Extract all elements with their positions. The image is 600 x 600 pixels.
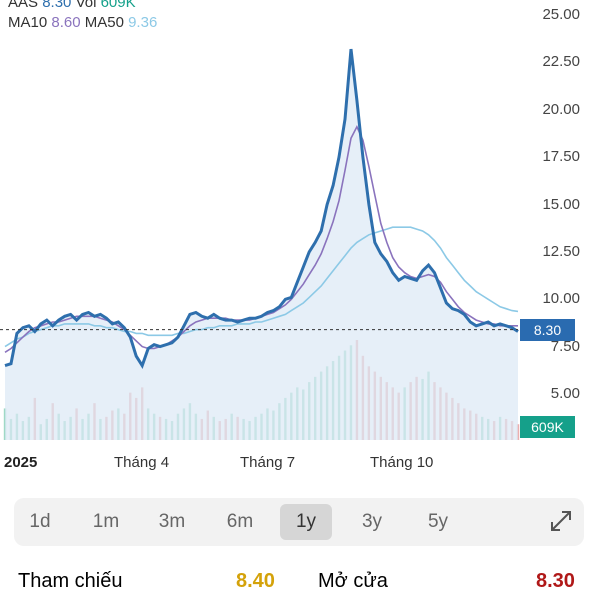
y-tick-label: 15.00 — [542, 195, 580, 213]
y-tick-label: 20.00 — [542, 100, 580, 118]
price-line — [4, 48, 519, 370]
y-tick-label: 17.50 — [542, 148, 580, 166]
legend-ma: MA10 8.60 MA50 9.36 — [8, 14, 157, 31]
range-1m[interactable]: 1m — [92, 511, 120, 532]
ref-value: 8.40 — [236, 570, 275, 592]
range-3y[interactable]: 3y — [361, 511, 383, 532]
range-6m[interactable]: 6m — [226, 511, 254, 532]
price-area — [5, 49, 518, 440]
expand-icon[interactable] — [548, 508, 574, 534]
y-tick-label: 12.50 — [542, 242, 580, 260]
legend-price: AAS 8.30 Vol 609K — [8, 0, 136, 11]
y-tick-label: 22.50 — [542, 53, 580, 71]
range-5y[interactable]: 5y — [427, 511, 449, 532]
ma50-label: MA50 — [84, 14, 124, 31]
price-chart[interactable]: AAS 8.30 Vol 609K MA10 8.60 MA50 9.36 25… — [0, 0, 600, 445]
price-value: 8.30 — [42, 0, 72, 11]
chart-canvas[interactable] — [0, 0, 600, 445]
ma10-label: MA10 — [8, 14, 48, 31]
ma10-value: 8.60 — [51, 14, 81, 31]
last-volume-tag: 609K — [520, 416, 575, 438]
ref-label: Tham chiếu — [18, 570, 123, 592]
y-tick-label: 5.00 — [550, 385, 580, 402]
range-3m[interactable]: 3m — [158, 511, 186, 532]
ma50-line — [4, 226, 519, 348]
x-label-oct: Tháng 10 — [370, 454, 434, 471]
vol-value: 609K — [100, 0, 136, 11]
ma50-value: 9.36 — [128, 14, 158, 31]
range-1y[interactable]: 1y — [280, 504, 332, 540]
ticker-label: AAS — [8, 0, 39, 11]
x-label-jul: Tháng 7 — [240, 454, 296, 471]
y-tick-label: 25.00 — [542, 6, 580, 23]
y-tick-label: 10.00 — [542, 290, 580, 308]
range-selector: 1d 1m 3m 6m 1y 3y 5y — [14, 498, 584, 546]
open-value: 8.30 — [536, 570, 575, 592]
last-price-tag: 8.30 — [520, 319, 575, 341]
vol-label: Vol — [75, 0, 97, 11]
y-tick-label: 7.50 — [550, 337, 580, 355]
open-label: Mở cửa — [318, 570, 388, 592]
x-label-year: 2025 — [4, 454, 38, 471]
range-1d[interactable]: 1d — [29, 511, 51, 532]
x-label-apr: Tháng 4 — [114, 454, 170, 471]
